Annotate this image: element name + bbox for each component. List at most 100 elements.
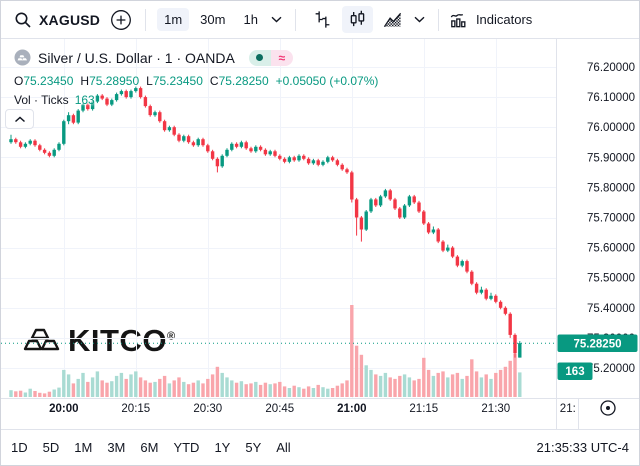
candle-body xyxy=(508,313,512,335)
candle-body xyxy=(316,160,320,165)
current-price-badge-label: 75.28250 xyxy=(574,338,622,350)
time-scale[interactable]: 20:00 20:15 20:30 20:45 21:00 21:15 21:30 21: xyxy=(1,398,639,429)
candle-body xyxy=(436,229,440,242)
chart-region: KITCO® 76.20000 76.10000 76.00000 75.90000 7… xyxy=(1,39,639,429)
volume-bar xyxy=(345,380,349,397)
volume-bar xyxy=(215,366,220,397)
candle-body xyxy=(254,146,258,152)
candle-body xyxy=(191,142,196,146)
volume-bar xyxy=(302,388,306,397)
volume-bar xyxy=(254,381,258,397)
interval-1h-button[interactable]: 1h xyxy=(243,12,258,27)
volume-bar xyxy=(225,377,229,397)
volume-bar xyxy=(441,371,445,397)
volume-bar xyxy=(354,345,359,397)
volume-bar xyxy=(369,369,373,397)
open-value: 75.23450 xyxy=(23,74,74,88)
volume-bar xyxy=(378,375,383,397)
indicators-button[interactable]: Indicators xyxy=(475,12,533,27)
volume-bar xyxy=(278,381,282,397)
volume-bar xyxy=(66,374,71,397)
clock-utc[interactable]: 21:35:33 UTC-4 xyxy=(536,440,630,455)
time-tick-label: 21:30 xyxy=(481,403,510,415)
volume-bar xyxy=(62,369,66,397)
market-status-pill[interactable]: ≈ xyxy=(248,49,293,66)
interval-dropdown-chevron-icon[interactable] xyxy=(271,16,282,23)
volume-bar xyxy=(398,375,402,397)
range-all-button[interactable]: All xyxy=(276,440,291,455)
candle-body xyxy=(402,205,407,218)
interval-1m-button[interactable]: 1m xyxy=(157,8,190,31)
interval-30m-button[interactable]: 30m xyxy=(200,12,226,27)
candle-body xyxy=(81,104,85,111)
candle-body xyxy=(359,217,364,230)
current-volume-badge-label: 163 xyxy=(565,366,584,378)
candle-body xyxy=(38,145,42,150)
chart-type-candles-icon[interactable] xyxy=(341,6,373,33)
candle-body xyxy=(426,223,431,233)
symbol-title[interactable]: Silver / U.S. Dollar · 1 · OANDA xyxy=(38,49,235,66)
range-1y-button[interactable]: 1Y xyxy=(214,440,231,455)
candle-body xyxy=(244,142,248,149)
range-1m-button[interactable]: 1M xyxy=(74,440,93,455)
range-5y-button[interactable]: 5Y xyxy=(245,440,262,455)
range-1d-button[interactable]: 1D xyxy=(11,440,28,455)
volume-bar xyxy=(38,392,42,397)
chart-type-bars-icon[interactable] xyxy=(307,6,338,33)
high-label: H xyxy=(80,74,90,88)
search-icon[interactable] xyxy=(14,11,32,29)
candle-body xyxy=(326,157,330,162)
symbol-button[interactable]: XAGUSD xyxy=(39,11,101,28)
range-5d-button[interactable]: 5D xyxy=(42,440,60,455)
volume-bar xyxy=(431,375,436,397)
change-value: +0.05050 (+0.07%) xyxy=(275,74,379,88)
low-value: 75.23450 xyxy=(152,74,203,88)
volume-bar xyxy=(143,380,148,397)
range-6m-button[interactable]: 6M xyxy=(140,440,159,455)
range-3m-button[interactable]: 3M xyxy=(107,440,126,455)
candle-body xyxy=(18,142,23,147)
candle-body xyxy=(484,289,488,299)
chart-type-area-icon[interactable] xyxy=(377,6,408,33)
volume-bar xyxy=(321,387,325,397)
legend-collapse-button[interactable] xyxy=(5,109,34,129)
time-tick-label: 20:00 xyxy=(49,403,78,415)
timescale-settings-gear-icon[interactable] xyxy=(600,400,616,416)
candle-body xyxy=(412,196,416,203)
candle-body xyxy=(14,139,18,143)
volume-bar xyxy=(158,378,162,397)
volume-bar xyxy=(383,372,388,397)
low-label: L xyxy=(146,74,153,88)
volume-bar xyxy=(114,375,119,397)
candle-body xyxy=(138,88,143,98)
candle-body xyxy=(388,190,392,200)
price-scale[interactable]: 76.20000 76.10000 76.00000 75.90000 75.80000… xyxy=(556,39,640,429)
candle-body xyxy=(158,112,162,122)
volume-bar xyxy=(417,378,421,397)
compare-add-icon[interactable] xyxy=(110,9,132,31)
volume-bar xyxy=(172,380,176,397)
candle-body xyxy=(148,106,152,116)
candle-body xyxy=(417,202,421,212)
candle-body xyxy=(340,164,344,170)
volume-bar xyxy=(206,378,210,397)
volume-value: 163 xyxy=(74,93,95,107)
candle-body xyxy=(489,295,493,299)
range-ytd-button[interactable]: YTD xyxy=(173,440,200,455)
candle-body xyxy=(292,157,296,161)
candle-body xyxy=(33,140,37,146)
candle-body xyxy=(186,136,191,143)
candle-body xyxy=(455,256,460,266)
chart-type-dropdown-chevron-icon[interactable] xyxy=(414,16,425,23)
time-tick-label: 21:00 xyxy=(337,403,366,415)
volume-bar xyxy=(95,371,100,397)
volume-bar xyxy=(518,372,522,397)
volume-bar xyxy=(268,384,272,397)
candle-body xyxy=(177,134,181,141)
volume-bar xyxy=(162,375,167,397)
candle-body xyxy=(398,208,402,218)
volume-bar xyxy=(306,386,311,397)
candle-body xyxy=(431,229,436,233)
indicators-icon[interactable] xyxy=(448,9,469,30)
